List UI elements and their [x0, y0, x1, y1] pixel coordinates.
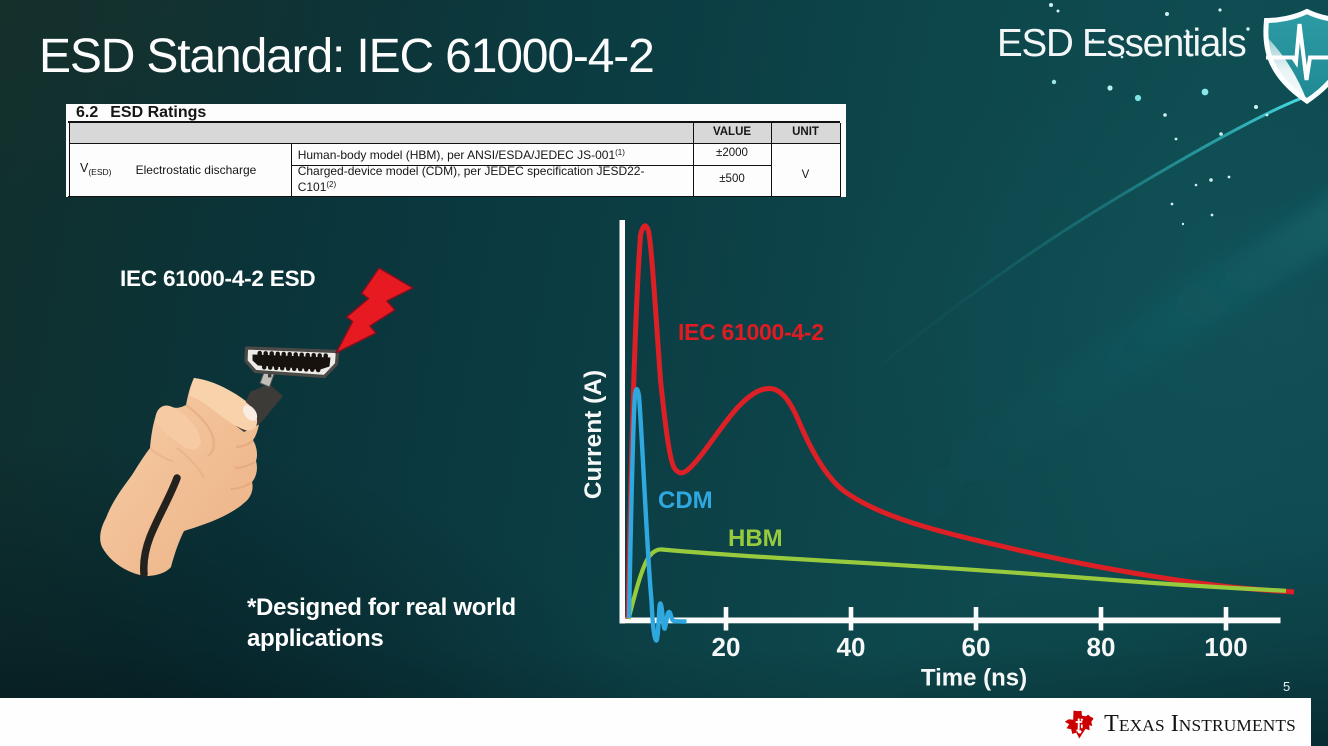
- svg-text:Time (ns): Time (ns): [921, 665, 1027, 692]
- svg-text:100: 100: [1204, 632, 1247, 662]
- svg-text:CDM: CDM: [658, 487, 713, 514]
- svg-text:40: 40: [837, 632, 866, 662]
- svg-text:IEC 61000-4-2: IEC 61000-4-2: [678, 319, 824, 345]
- svg-text:20: 20: [712, 632, 741, 662]
- svg-text:80: 80: [1087, 632, 1116, 662]
- svg-text:Current (A): Current (A): [580, 370, 607, 499]
- svg-text:HBM: HBM: [728, 525, 783, 552]
- svg-text:60: 60: [962, 632, 991, 662]
